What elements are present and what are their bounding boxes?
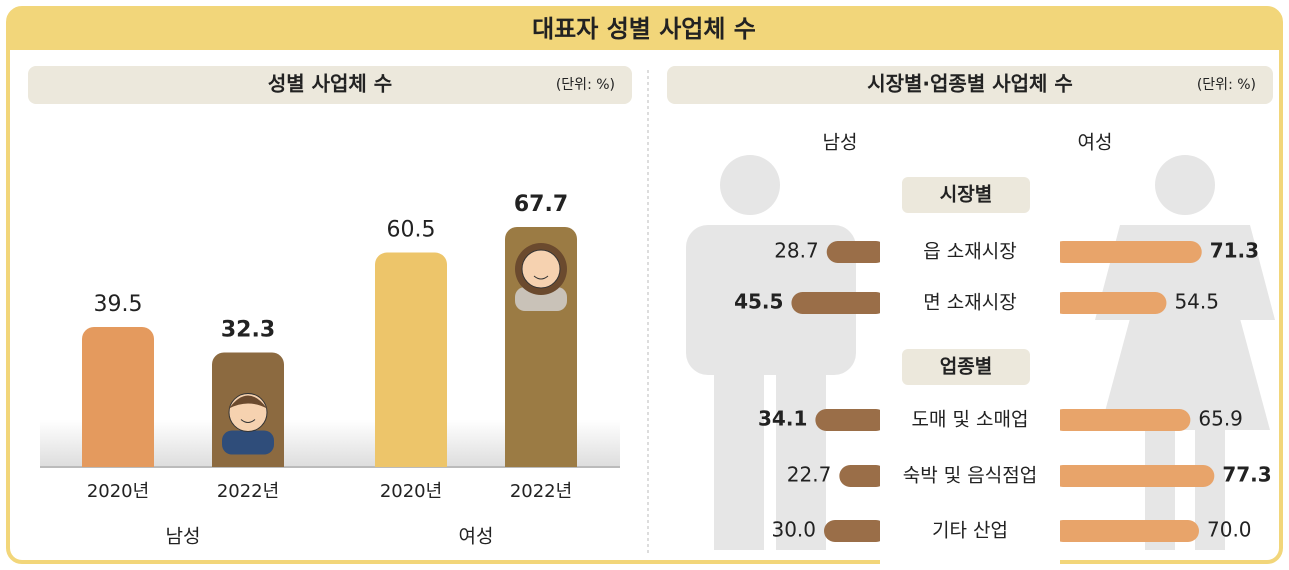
category-label: 기타 산업 (932, 520, 1008, 542)
chart-title: 시장별·업종별 사업체 수 (867, 72, 1073, 96)
unit: (단위: %) (556, 77, 615, 93)
category-label: 읍 소재시장 (923, 241, 1016, 263)
bar (815, 409, 887, 431)
section-label: 시장별 (940, 184, 992, 206)
section-label: 업종별 (940, 356, 992, 378)
value-label: 30.0 (771, 518, 816, 542)
value-label: 65.9 (1198, 407, 1243, 431)
unit: (단위: %) (1197, 77, 1256, 93)
value-label: 60.5 (387, 218, 436, 243)
bar (1052, 409, 1190, 431)
bar (375, 253, 447, 467)
bar (839, 465, 887, 487)
bar (1052, 292, 1166, 314)
x-tick-label: 2022년 (510, 481, 572, 502)
value-label: 45.5 (734, 290, 783, 314)
bar (82, 327, 154, 467)
bar (1052, 465, 1214, 487)
value-label: 28.7 (774, 239, 819, 263)
bar (824, 520, 887, 542)
chart-title: 성별 사업체 수 (268, 72, 392, 96)
legend-label: 남성 (823, 132, 858, 154)
x-tick-label: 2022년 (217, 481, 279, 502)
value-label: 54.5 (1174, 290, 1219, 314)
infographic: 대표자 성별 사업체 수 성별 사업체 수 (단위: %) 시장별·업종별 사업… (0, 0, 1289, 570)
title: 대표자 성별 사업체 수 (532, 15, 756, 43)
bar (1052, 520, 1199, 542)
value-label: 34.1 (758, 407, 807, 431)
bar (827, 241, 887, 263)
category-label: 도매 및 소매업 (912, 409, 1029, 431)
category-label: 면 소재시장 (923, 292, 1016, 314)
bar (1052, 241, 1202, 263)
group-label: 여성 (459, 526, 494, 548)
value-label: 39.5 (94, 292, 143, 317)
value-label: 71.3 (1210, 239, 1259, 263)
value-label: 67.7 (514, 192, 568, 217)
avatar-body (222, 430, 274, 454)
value-label: 77.3 (1222, 463, 1271, 487)
avatar-face (522, 250, 560, 288)
value-label: 32.3 (221, 317, 275, 342)
group-label: 남성 (166, 526, 201, 548)
bar (791, 292, 887, 314)
x-tick-label: 2020년 (380, 481, 442, 502)
legend-label: 여성 (1078, 132, 1113, 154)
value-label: 70.0 (1207, 518, 1252, 542)
value-label: 22.7 (787, 463, 832, 487)
category-label: 숙박 및 음식점업 (903, 465, 1037, 487)
x-tick-label: 2020년 (87, 481, 149, 502)
